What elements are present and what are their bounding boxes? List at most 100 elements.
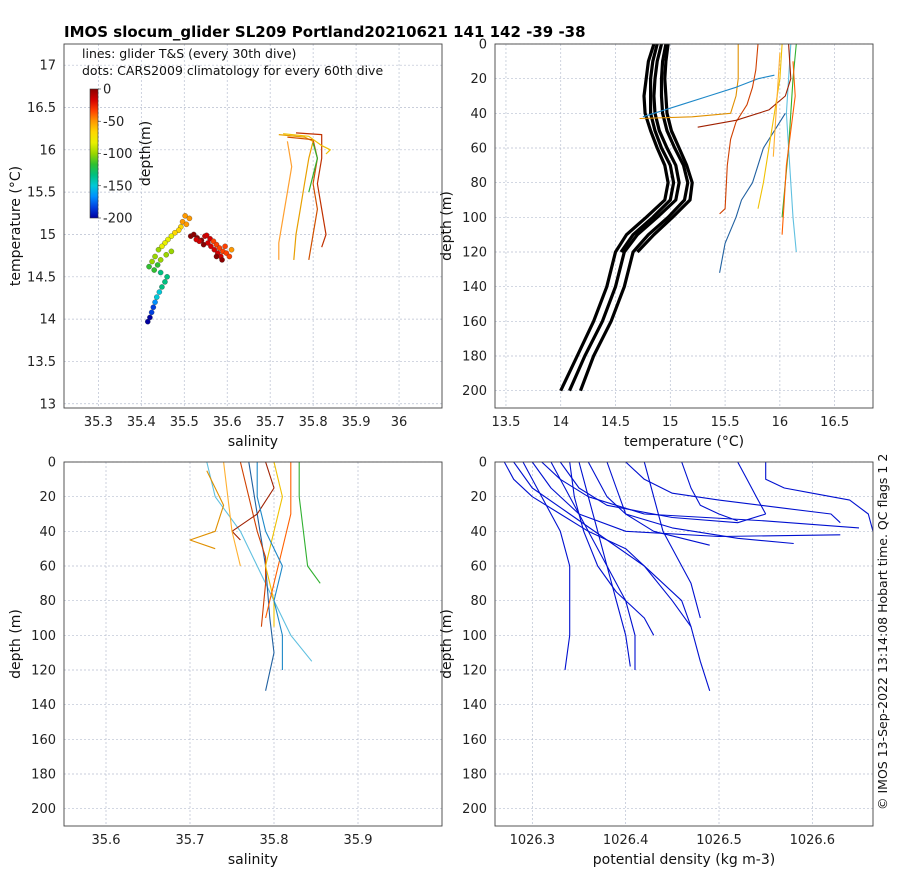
x-axis-label: potential density (kg m-3) [593, 852, 775, 868]
climatology-dot [219, 257, 225, 263]
y-axis-label: depth (m) [439, 191, 455, 261]
temperature-profile-panel: 13.5 14 14.5 15 15.5 16 16.5 0 20 40 60 80 100 120 140… [439, 38, 874, 450]
credit-text: © IMOS 13-Sep-2022 13:14:08 Hobart time.… [875, 454, 890, 810]
y-tick-label: 140 [462, 698, 487, 713]
x-tick-label: 1026.6 [790, 833, 836, 848]
y-tick-label: 80 [470, 594, 487, 609]
climatology-dot [222, 243, 228, 250]
glider-profile-line [298, 462, 321, 584]
y-tick-label: 140 [462, 280, 487, 295]
y-tick-label: 40 [470, 107, 487, 122]
climatology-dot [186, 215, 193, 222]
y-tick-label: 13 [39, 397, 56, 412]
y-tick-label: 0 [479, 456, 487, 471]
climatology-profile-line [619, 44, 676, 253]
y-tick-label: 200 [462, 384, 487, 399]
y-tick-label: 80 [470, 176, 487, 191]
glider-profile-line [681, 462, 738, 522]
climatology-dot [168, 233, 175, 239]
depth-colorbar: 0 -50 -100 -150 -200 depth(m) [89, 83, 154, 227]
y-tick-label: 15.5 [27, 186, 56, 201]
glider-profile-line [765, 462, 873, 532]
climatology-dot [228, 246, 235, 253]
x-tick-label: 35.8 [260, 833, 289, 848]
x-tick-label: 35.9 [344, 833, 373, 848]
plot-area [64, 44, 442, 408]
y-tick-label: 16.5 [27, 101, 56, 116]
glider-profile-line [606, 462, 710, 546]
y-tick-label: 200 [462, 802, 487, 817]
y-tick-label: 0 [479, 38, 487, 53]
data-layer [503, 462, 873, 691]
data-layer [559, 44, 797, 392]
climatology-dot [179, 219, 186, 225]
x-axis-label: salinity [228, 434, 278, 450]
x-tick-label: 35.5 [170, 415, 199, 430]
y-tick-label: 120 [462, 664, 487, 679]
climatology-dot [145, 318, 151, 325]
y-tick-label: 160 [31, 733, 56, 748]
y-axis-label: depth (m) [8, 609, 24, 679]
glider-profile-line [719, 44, 759, 215]
glider-profile-line [189, 470, 225, 550]
colorbar-scale [89, 88, 99, 219]
x-tick-label: 1026.5 [696, 833, 742, 848]
glider-profile-line [639, 44, 739, 120]
climatology-dot [175, 227, 182, 233]
data-layer [145, 132, 331, 325]
climatology-dot [154, 262, 161, 268]
x-axis-label: temperature (°C) [624, 434, 744, 450]
glider-ts-line [308, 142, 318, 193]
x-tick-label: 16 [772, 415, 789, 430]
y-tick-label: 20 [39, 490, 56, 505]
climatology-dot [213, 253, 220, 260]
y-tick-label: 100 [31, 629, 56, 644]
climatology-dot [182, 213, 188, 219]
climatology-dot [216, 245, 223, 251]
glider-profile-line [265, 462, 292, 619]
climatology-dot [163, 252, 169, 258]
colorbar-tick-label: -50 [103, 115, 124, 130]
y-tick-label: 40 [470, 525, 487, 540]
climatology-dot [211, 246, 218, 253]
climatology-dot [150, 304, 157, 311]
ts-diagram-panel: 35.3 35.4 35.5 35.6 35.7 35.8 35.9 36 13 13.5 14 14… [8, 43, 443, 450]
glider-ts-line [283, 133, 331, 155]
glider-profile-line [578, 462, 631, 667]
climatology-dot [164, 274, 170, 280]
y-axis-label: depth (m) [439, 609, 455, 679]
y-tick-label: 14.5 [27, 270, 56, 285]
glider-profile-line [265, 462, 283, 627]
y-tick-label: 180 [462, 768, 487, 783]
colorbar-tick-label: -200 [103, 212, 133, 227]
x-tick-label: 35.7 [256, 415, 285, 430]
data-layer [189, 462, 321, 691]
colorbar-tick-label: 0 [103, 83, 111, 98]
plot-area [495, 44, 873, 408]
glider-profile-line [781, 61, 796, 235]
x-tick-label: 15.5 [711, 415, 740, 430]
climatology-dot [159, 284, 165, 290]
climatology-dot [152, 253, 158, 260]
climatology-dot [157, 257, 164, 263]
y-tick-label: 160 [462, 315, 487, 330]
x-tick-label: 14.5 [601, 415, 630, 430]
y-tick-label: 60 [39, 560, 56, 575]
glider-profile-line [737, 462, 767, 515]
axes-frame [494, 461, 874, 827]
climatology-dot [190, 231, 197, 238]
x-tick-label: 1026.4 [603, 833, 649, 848]
climatology-dot [146, 263, 152, 270]
y-tick-label: 180 [462, 350, 487, 365]
glider-profile-line [223, 462, 241, 567]
climatology-dot [149, 258, 155, 265]
y-axis-label: temperature (°C) [8, 166, 24, 286]
glider-profile-line [757, 44, 783, 209]
glider-profile-line [587, 462, 794, 545]
y-tick-label: 14 [39, 313, 56, 328]
climatology-dot [151, 267, 157, 273]
glider-profile-line [625, 462, 841, 524]
plots-container: 35.3 35.4 35.5 35.6 35.7 35.8 35.9 36 13 13.5 14 14… [8, 38, 874, 868]
glider-ts-line [278, 141, 293, 260]
axes-frame [494, 43, 874, 409]
